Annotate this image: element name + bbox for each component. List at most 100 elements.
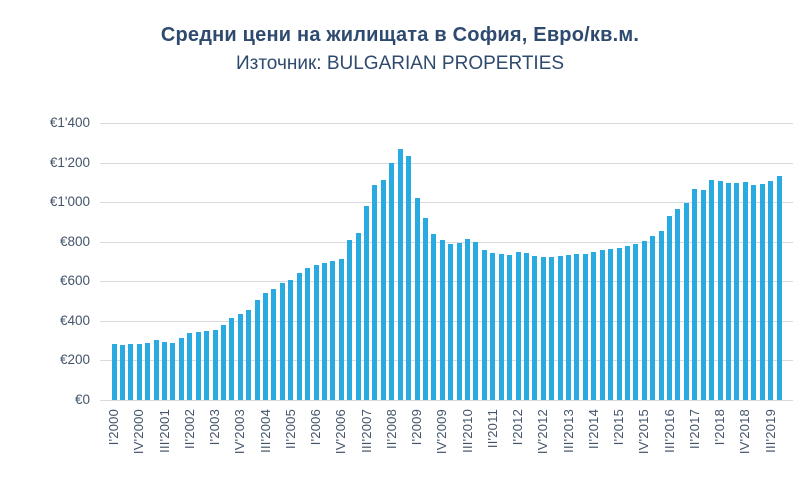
bar bbox=[305, 268, 311, 400]
x-tick-label: I'2003 bbox=[207, 409, 222, 446]
x-tick-label: II'2014 bbox=[585, 409, 601, 450]
bar bbox=[515, 252, 521, 400]
bar bbox=[692, 189, 698, 400]
bar bbox=[237, 313, 243, 400]
x-tick-label: III'2016 bbox=[661, 409, 677, 453]
bar bbox=[709, 180, 715, 400]
x-tick-label: IV'2015 bbox=[636, 409, 652, 455]
bar bbox=[776, 175, 782, 400]
bar bbox=[473, 241, 479, 400]
bar bbox=[279, 282, 285, 400]
bar bbox=[448, 243, 454, 400]
bar bbox=[751, 184, 757, 400]
x-tick-label: III'2004 bbox=[257, 409, 273, 453]
bar bbox=[591, 252, 597, 400]
bar bbox=[507, 254, 513, 400]
x-tick-label: II'2002 bbox=[181, 409, 197, 450]
bar bbox=[608, 248, 614, 400]
y-tick-label: €600 bbox=[59, 273, 90, 289]
x-tick-label: III'2010 bbox=[459, 409, 475, 453]
x-tick-label: III'2001 bbox=[156, 409, 172, 453]
x-tick-label: I'2000 bbox=[106, 409, 121, 446]
x-tick-label: II'2011 bbox=[484, 409, 500, 449]
gridline bbox=[100, 123, 793, 124]
gridline bbox=[100, 360, 793, 362]
bar bbox=[145, 343, 151, 400]
bar bbox=[313, 265, 319, 400]
plot-area bbox=[100, 123, 793, 401]
bar bbox=[220, 325, 226, 400]
chart-subtitle: Източник: BULGARIAN PROPERTIES bbox=[235, 53, 565, 74]
bar bbox=[540, 256, 546, 400]
bar bbox=[725, 183, 731, 400]
y-tick-label: €0 bbox=[74, 392, 90, 407]
y-tick-label: €1'000 bbox=[49, 194, 90, 210]
y-tick-label: €400 bbox=[59, 312, 90, 328]
bar bbox=[414, 198, 420, 400]
bar bbox=[254, 300, 260, 400]
bar bbox=[321, 263, 327, 400]
bar bbox=[768, 181, 774, 400]
x-tick-label: II'2017 bbox=[686, 409, 702, 450]
x-tick-label: III'2007 bbox=[358, 409, 374, 453]
bar bbox=[119, 344, 125, 400]
x-tick-label: IV'2012 bbox=[535, 409, 551, 455]
bar bbox=[330, 260, 336, 400]
bar bbox=[667, 216, 673, 400]
bar bbox=[111, 343, 117, 400]
bar bbox=[465, 238, 471, 400]
x-tick-label: IV'2009 bbox=[434, 409, 450, 455]
chart-title: Средни цени на жилищата в София, Евро/кв… bbox=[160, 24, 640, 46]
bar bbox=[128, 344, 134, 400]
gridline bbox=[100, 400, 793, 401]
x-tick-label: II'2005 bbox=[282, 409, 298, 450]
bar bbox=[372, 184, 378, 400]
x-tick-label: I'2018 bbox=[712, 409, 728, 446]
bar bbox=[700, 189, 706, 400]
bar bbox=[582, 254, 588, 400]
bar bbox=[355, 232, 361, 400]
bar bbox=[675, 209, 681, 400]
bar bbox=[523, 253, 529, 400]
bar bbox=[549, 257, 555, 400]
bar bbox=[641, 240, 647, 400]
x-tick-label: IV'2018 bbox=[737, 409, 753, 455]
bar bbox=[439, 239, 445, 400]
gridline bbox=[100, 281, 793, 283]
y-tick-label: €800 bbox=[59, 233, 90, 249]
bar bbox=[170, 342, 176, 400]
x-tick-label: IV'2000 bbox=[131, 409, 147, 455]
bar bbox=[246, 309, 252, 400]
bar bbox=[566, 254, 572, 400]
y-tick-label: €1'400 bbox=[49, 115, 90, 130]
bar bbox=[153, 339, 159, 400]
gridline bbox=[100, 320, 793, 322]
bar bbox=[406, 156, 412, 400]
bar bbox=[338, 258, 344, 400]
bar bbox=[532, 255, 538, 400]
bar bbox=[212, 329, 218, 400]
gridline bbox=[100, 202, 793, 204]
bar bbox=[178, 338, 184, 400]
bar bbox=[633, 244, 639, 400]
bar bbox=[380, 179, 386, 400]
bar bbox=[288, 280, 294, 400]
x-tick-label: IV'2003 bbox=[232, 409, 248, 455]
bar bbox=[229, 318, 235, 400]
bar bbox=[187, 333, 193, 400]
x-tick-label: III'2019 bbox=[762, 409, 778, 453]
x-tick-label: I'2009 bbox=[409, 409, 425, 446]
bar bbox=[650, 236, 656, 400]
bar bbox=[195, 331, 201, 400]
bar bbox=[389, 162, 395, 400]
bar bbox=[422, 218, 428, 400]
bar bbox=[717, 181, 723, 400]
bar bbox=[683, 203, 689, 400]
bar bbox=[456, 243, 462, 400]
bar bbox=[347, 239, 353, 400]
bar bbox=[574, 254, 580, 400]
bar bbox=[624, 246, 630, 400]
bar bbox=[490, 253, 496, 400]
y-tick-label: €1'200 bbox=[49, 154, 90, 170]
